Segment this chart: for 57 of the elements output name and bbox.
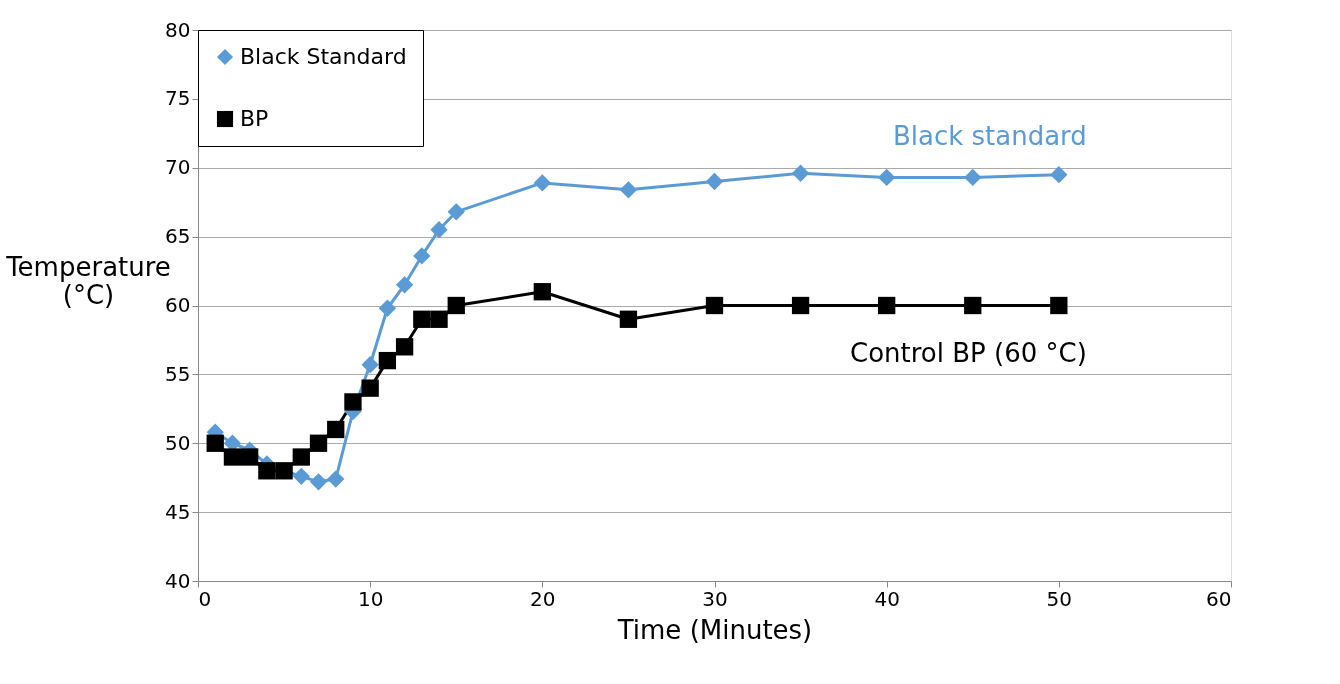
- point: [395, 276, 414, 294]
- legend-label: Black Standard: [240, 44, 407, 69]
- x-tick-label: 20: [530, 586, 556, 611]
- point: [430, 221, 448, 239]
- y-tick-label: 75: [165, 86, 191, 111]
- point: [309, 434, 328, 452]
- x-tick-label: 30: [702, 586, 728, 611]
- legend-label: BP: [240, 106, 269, 131]
- point: [223, 448, 242, 466]
- y-tick-label: 80: [165, 17, 191, 42]
- point: [791, 296, 810, 315]
- point: [878, 296, 896, 315]
- point: [619, 181, 638, 199]
- point: [447, 296, 465, 315]
- point: [1050, 165, 1068, 184]
- annotation: Black standard: [892, 120, 1087, 151]
- point: [395, 338, 414, 356]
- x-tick-label: 0: [198, 586, 212, 611]
- point: [378, 351, 397, 370]
- point: [327, 420, 345, 439]
- point: [344, 393, 362, 411]
- point: [361, 379, 379, 397]
- point: [705, 296, 724, 315]
- point: [447, 203, 465, 221]
- point: [791, 164, 810, 182]
- y-tick-label: 55: [165, 361, 191, 386]
- point: [309, 473, 328, 491]
- x-tick-label: 50: [1046, 586, 1073, 611]
- x-tick-label: 60: [1206, 586, 1232, 611]
- point: [430, 310, 448, 328]
- point: [413, 247, 431, 265]
- point: [619, 310, 638, 328]
- point: [378, 299, 397, 317]
- y-tick-label: 70: [165, 155, 191, 180]
- point: [533, 283, 551, 301]
- y-tick-label: 65: [165, 224, 191, 249]
- point: [258, 462, 276, 480]
- y-tick-label: 50: [165, 430, 191, 455]
- x-axis-title: Time (Minutes): [616, 614, 813, 645]
- point: [964, 168, 982, 187]
- x-tick-label: 40: [874, 586, 900, 611]
- point: [533, 174, 551, 192]
- point: [292, 448, 310, 466]
- point: [292, 467, 310, 485]
- y-tick-label: 45: [165, 499, 191, 524]
- point: [206, 434, 224, 452]
- point: [327, 470, 345, 488]
- x-tick-label: 10: [357, 586, 384, 611]
- annotation: Control BP (60 °C): [850, 337, 1087, 368]
- point: [705, 172, 724, 191]
- point: [878, 168, 896, 187]
- point: [964, 296, 982, 315]
- point: [413, 310, 431, 328]
- point: [361, 356, 379, 374]
- y-tick-label: 40: [165, 568, 191, 593]
- point: [1050, 296, 1068, 315]
- point: [240, 448, 259, 466]
